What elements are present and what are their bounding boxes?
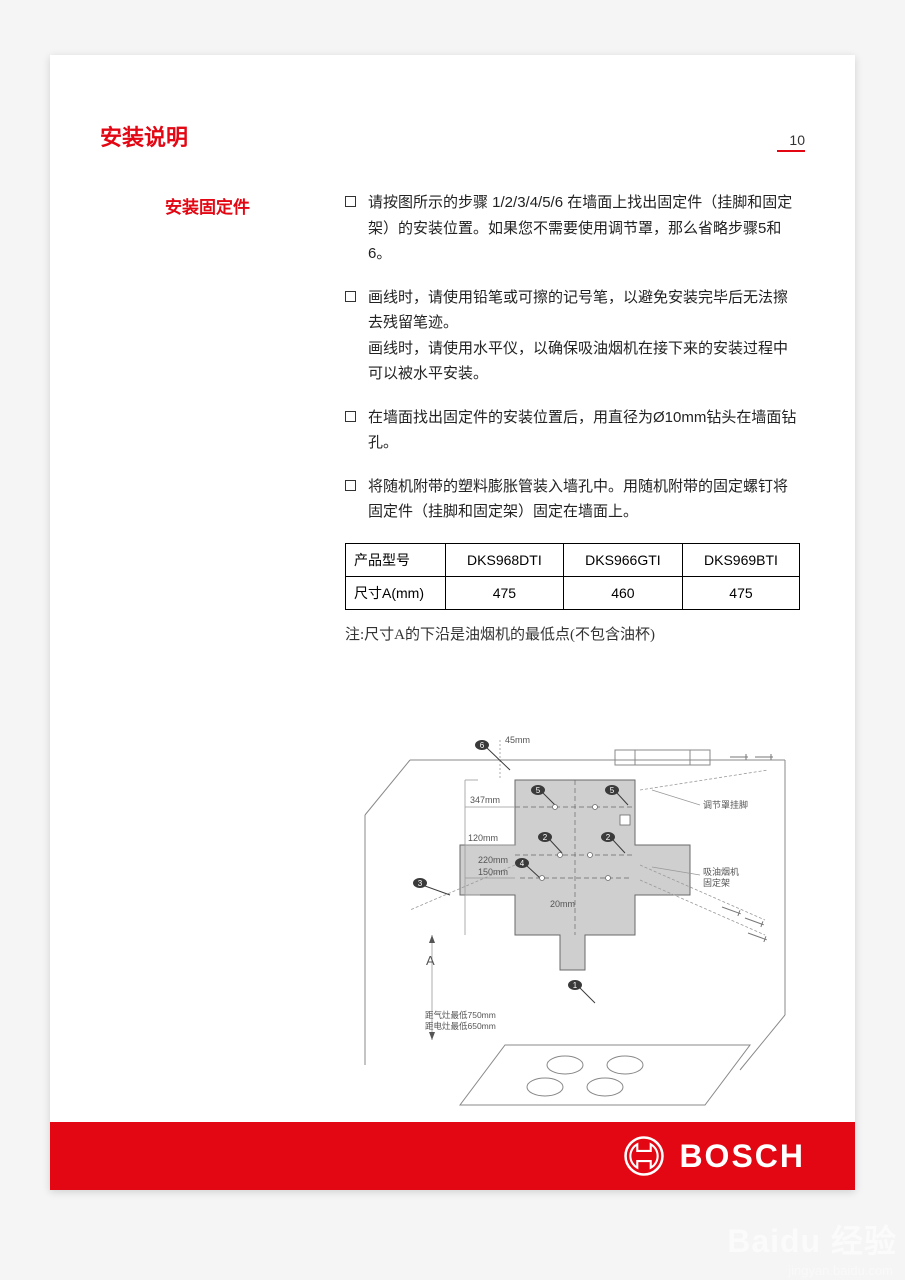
dim-150mm: 150mm: [478, 867, 508, 877]
bullet-square-icon: [345, 196, 356, 207]
page-title: 安装说明: [100, 120, 188, 152]
svg-text:3: 3: [418, 879, 423, 888]
table-row: 产品型号 DKS968DTI DKS966GTI DKS969BTI: [346, 543, 800, 576]
svg-text:2: 2: [543, 833, 548, 842]
dim-20mm: 20mm: [550, 899, 575, 909]
table-header-cell: 产品型号: [346, 543, 446, 576]
bullet-text: 将随机附带的塑料膨胀管装入墙孔中。用随机附带的固定螺钉将固定件（挂脚和固定架）固…: [368, 474, 800, 525]
mounting-diagram: 6 5 5 2 2 4 3 1 45mm 347mm 120mm: [350, 735, 800, 1125]
marker-3-icon: 3: [413, 878, 450, 895]
page-number: 10: [777, 132, 805, 152]
bullet-item: 画线时，请使用铅笔或可擦的记号笔，以避免安装完毕后无法擦去残留笔迹。 画线时，请…: [345, 285, 800, 387]
dim-A: A: [426, 953, 435, 968]
bullet-item: 在墙面找出固定件的安装位置后，用直径为Ø10mm钻头在墙面钻孔。: [345, 405, 800, 456]
table-cell: 尺寸A(mm): [346, 576, 446, 609]
section-subtitle: 安装固定件: [165, 193, 250, 218]
bullet-square-icon: [345, 480, 356, 491]
spec-table: 产品型号 DKS968DTI DKS966GTI DKS969BTI 尺寸A(m…: [345, 543, 800, 610]
table-cell: 475: [682, 576, 799, 609]
dim-gas: 距气灶最低750mm: [425, 1010, 496, 1020]
marker-1-icon: 1: [568, 980, 595, 1003]
document-page: 安装说明 10 安装固定件 请按图所示的步骤 1/2/3/4/5/6 在墙面上找…: [50, 55, 855, 1190]
table-row: 尺寸A(mm) 475 460 475: [346, 576, 800, 609]
bullet-text: 画线时，请使用铅笔或可擦的记号笔，以避免安装完毕后无法擦去残留笔迹。 画线时，请…: [368, 285, 800, 387]
dim-120mm: 120mm: [468, 833, 498, 843]
svg-text:5: 5: [536, 786, 541, 795]
footer-bar: BOSCH: [50, 1122, 855, 1190]
bullet-item: 请按图所示的步骤 1/2/3/4/5/6 在墙面上找出固定件（挂脚和固定架）的安…: [345, 190, 800, 267]
dim-220mm: 220mm: [478, 855, 508, 865]
bosch-logo: BOSCH: [623, 1135, 805, 1177]
bullet-text: 请按图所示的步骤 1/2/3/4/5/6 在墙面上找出固定件（挂脚和固定架）的安…: [368, 190, 800, 267]
content-column: 请按图所示的步骤 1/2/3/4/5/6 在墙面上找出固定件（挂脚和固定架）的安…: [345, 190, 800, 644]
svg-text:4: 4: [520, 859, 525, 868]
bullet-item: 将随机附带的塑料膨胀管装入墙孔中。用随机附带的固定螺钉将固定件（挂脚和固定架）固…: [345, 474, 800, 525]
table-note: 注:尺寸A的下沿是油烟机的最低点(不包含油杯): [345, 623, 800, 644]
watermark-text: Baidu 经验: [727, 1216, 897, 1262]
table-header-cell: DKS966GTI: [563, 543, 682, 576]
label-hood-bracket: 吸油烟机固定架: [703, 866, 739, 888]
svg-text:5: 5: [610, 786, 615, 795]
bullet-square-icon: [345, 291, 356, 302]
label-cover-hook: 调节罩挂脚: [703, 799, 748, 810]
bullet-text: 在墙面找出固定件的安装位置后，用直径为Ø10mm钻头在墙面钻孔。: [368, 405, 800, 456]
table-cell: 475: [445, 576, 563, 609]
svg-text:1: 1: [573, 981, 578, 990]
table-header-cell: DKS969BTI: [682, 543, 799, 576]
watermark-url: jingyan.baidu.com: [788, 1263, 893, 1278]
table-cell: 460: [563, 576, 682, 609]
header-row: 安装说明 10: [100, 120, 805, 152]
bullet-square-icon: [345, 411, 356, 422]
bosch-ring-icon: [623, 1135, 665, 1177]
svg-text:2: 2: [606, 833, 611, 842]
dim-347mm: 347mm: [470, 795, 500, 805]
table-header-cell: DKS968DTI: [445, 543, 563, 576]
dim-45mm: 45mm: [505, 735, 530, 745]
bosch-wordmark: BOSCH: [679, 1138, 805, 1175]
svg-text:6: 6: [480, 741, 485, 750]
dim-elec: 距电灶最低650mm: [425, 1021, 496, 1031]
